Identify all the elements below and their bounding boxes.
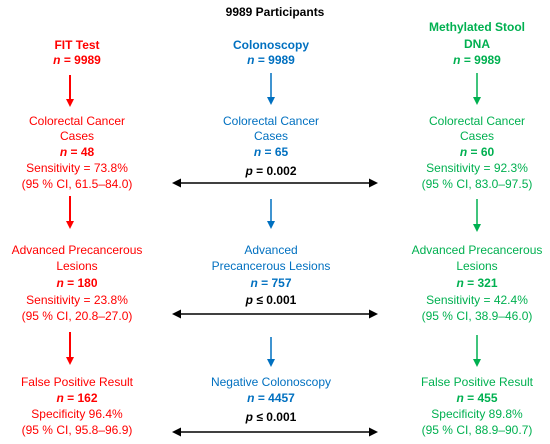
apl-p-value: p ≤ 0.001	[245, 293, 297, 307]
crc-p-value: p = 0.002	[245, 164, 297, 178]
colonoscopy-crc-label-line2: Cases	[253, 129, 289, 143]
fit-fp-specificity: Specificity 96.4%	[31, 407, 123, 421]
stool-header-line2: DNA	[464, 37, 490, 51]
colonoscopy-neg-label: Negative Colonoscopy	[210, 375, 332, 389]
fp-p-value: p ≤ 0.001	[245, 410, 297, 424]
fit-fp-label: False Positive Result	[20, 375, 134, 389]
colonoscopy-apl-label-line1: Advanced	[244, 243, 298, 257]
stool-header-line1: Methylated Stool	[428, 20, 526, 34]
stool-crc-label-line1: Colorectal Cancer	[428, 114, 526, 128]
colonoscopy-crc-label-line1: Colorectal Cancer	[222, 114, 320, 128]
stool-fp-n: n = 455	[456, 391, 498, 405]
fit-crc-n: n = 48	[59, 145, 95, 159]
colonoscopy-header: Colonoscopy	[232, 38, 310, 52]
colonoscopy-neg-n: n = 4457	[247, 391, 295, 405]
stool-fp-ci: (95 % CI, 88.9–90.7)	[421, 423, 533, 437]
stool-crc-label-line2: Cases	[459, 129, 495, 143]
fit-apl-sensitivity: Sensitivity = 23.8%	[26, 293, 128, 307]
stool-apl-ci: (95 % CI, 38.9–46.0)	[421, 309, 533, 323]
stool-apl-label-line1: Advanced Precancerous	[411, 243, 543, 257]
fit-apl-label-line1: Advanced Precancerous	[11, 243, 143, 257]
stool-fp-label: False Positive Result	[420, 375, 534, 389]
stool-apl-label-line2: Lesions	[456, 259, 498, 273]
stool-crc-n: n = 60	[459, 145, 495, 159]
fit-header: FIT Test	[54, 38, 100, 52]
fit-apl-label-line2: Lesions	[56, 259, 98, 273]
stool-crc-ci: (95 % CI, 83.0–97.5)	[421, 177, 533, 191]
stool-apl-n: n = 321	[456, 276, 498, 290]
fit-total-n: n = 9989	[53, 53, 101, 67]
diagram-title: 9989 Participants	[225, 5, 325, 19]
colonoscopy-apl-n: n = 757	[250, 276, 292, 290]
colonoscopy-total-n: n = 9989	[247, 53, 295, 67]
fit-fp-ci: (95 % CI, 95.8–96.9)	[21, 423, 133, 437]
fit-crc-label-line1: Colorectal Cancer	[28, 114, 126, 128]
stool-total-n: n = 9989	[453, 53, 501, 67]
stool-apl-sensitivity: Sensitivity = 42.4%	[426, 293, 528, 307]
stool-fp-specificity: Specificity 89.8%	[431, 407, 523, 421]
stool-crc-sensitivity: Sensitivity = 92.3%	[426, 161, 528, 175]
fit-crc-sensitivity: Sensitivity = 73.8%	[26, 161, 128, 175]
fit-crc-label-line2: Cases	[59, 129, 95, 143]
colonoscopy-apl-label-line2: Precancerous Lesions	[211, 259, 331, 273]
colonoscopy-crc-n: n = 65	[253, 145, 289, 159]
fit-apl-ci: (95 % CI, 20.8–27.0)	[21, 309, 133, 323]
fit-fp-n: n = 162	[56, 391, 98, 405]
fit-crc-ci: (95 % CI, 61.5–84.0)	[21, 177, 133, 191]
fit-apl-n: n = 180	[56, 276, 98, 290]
